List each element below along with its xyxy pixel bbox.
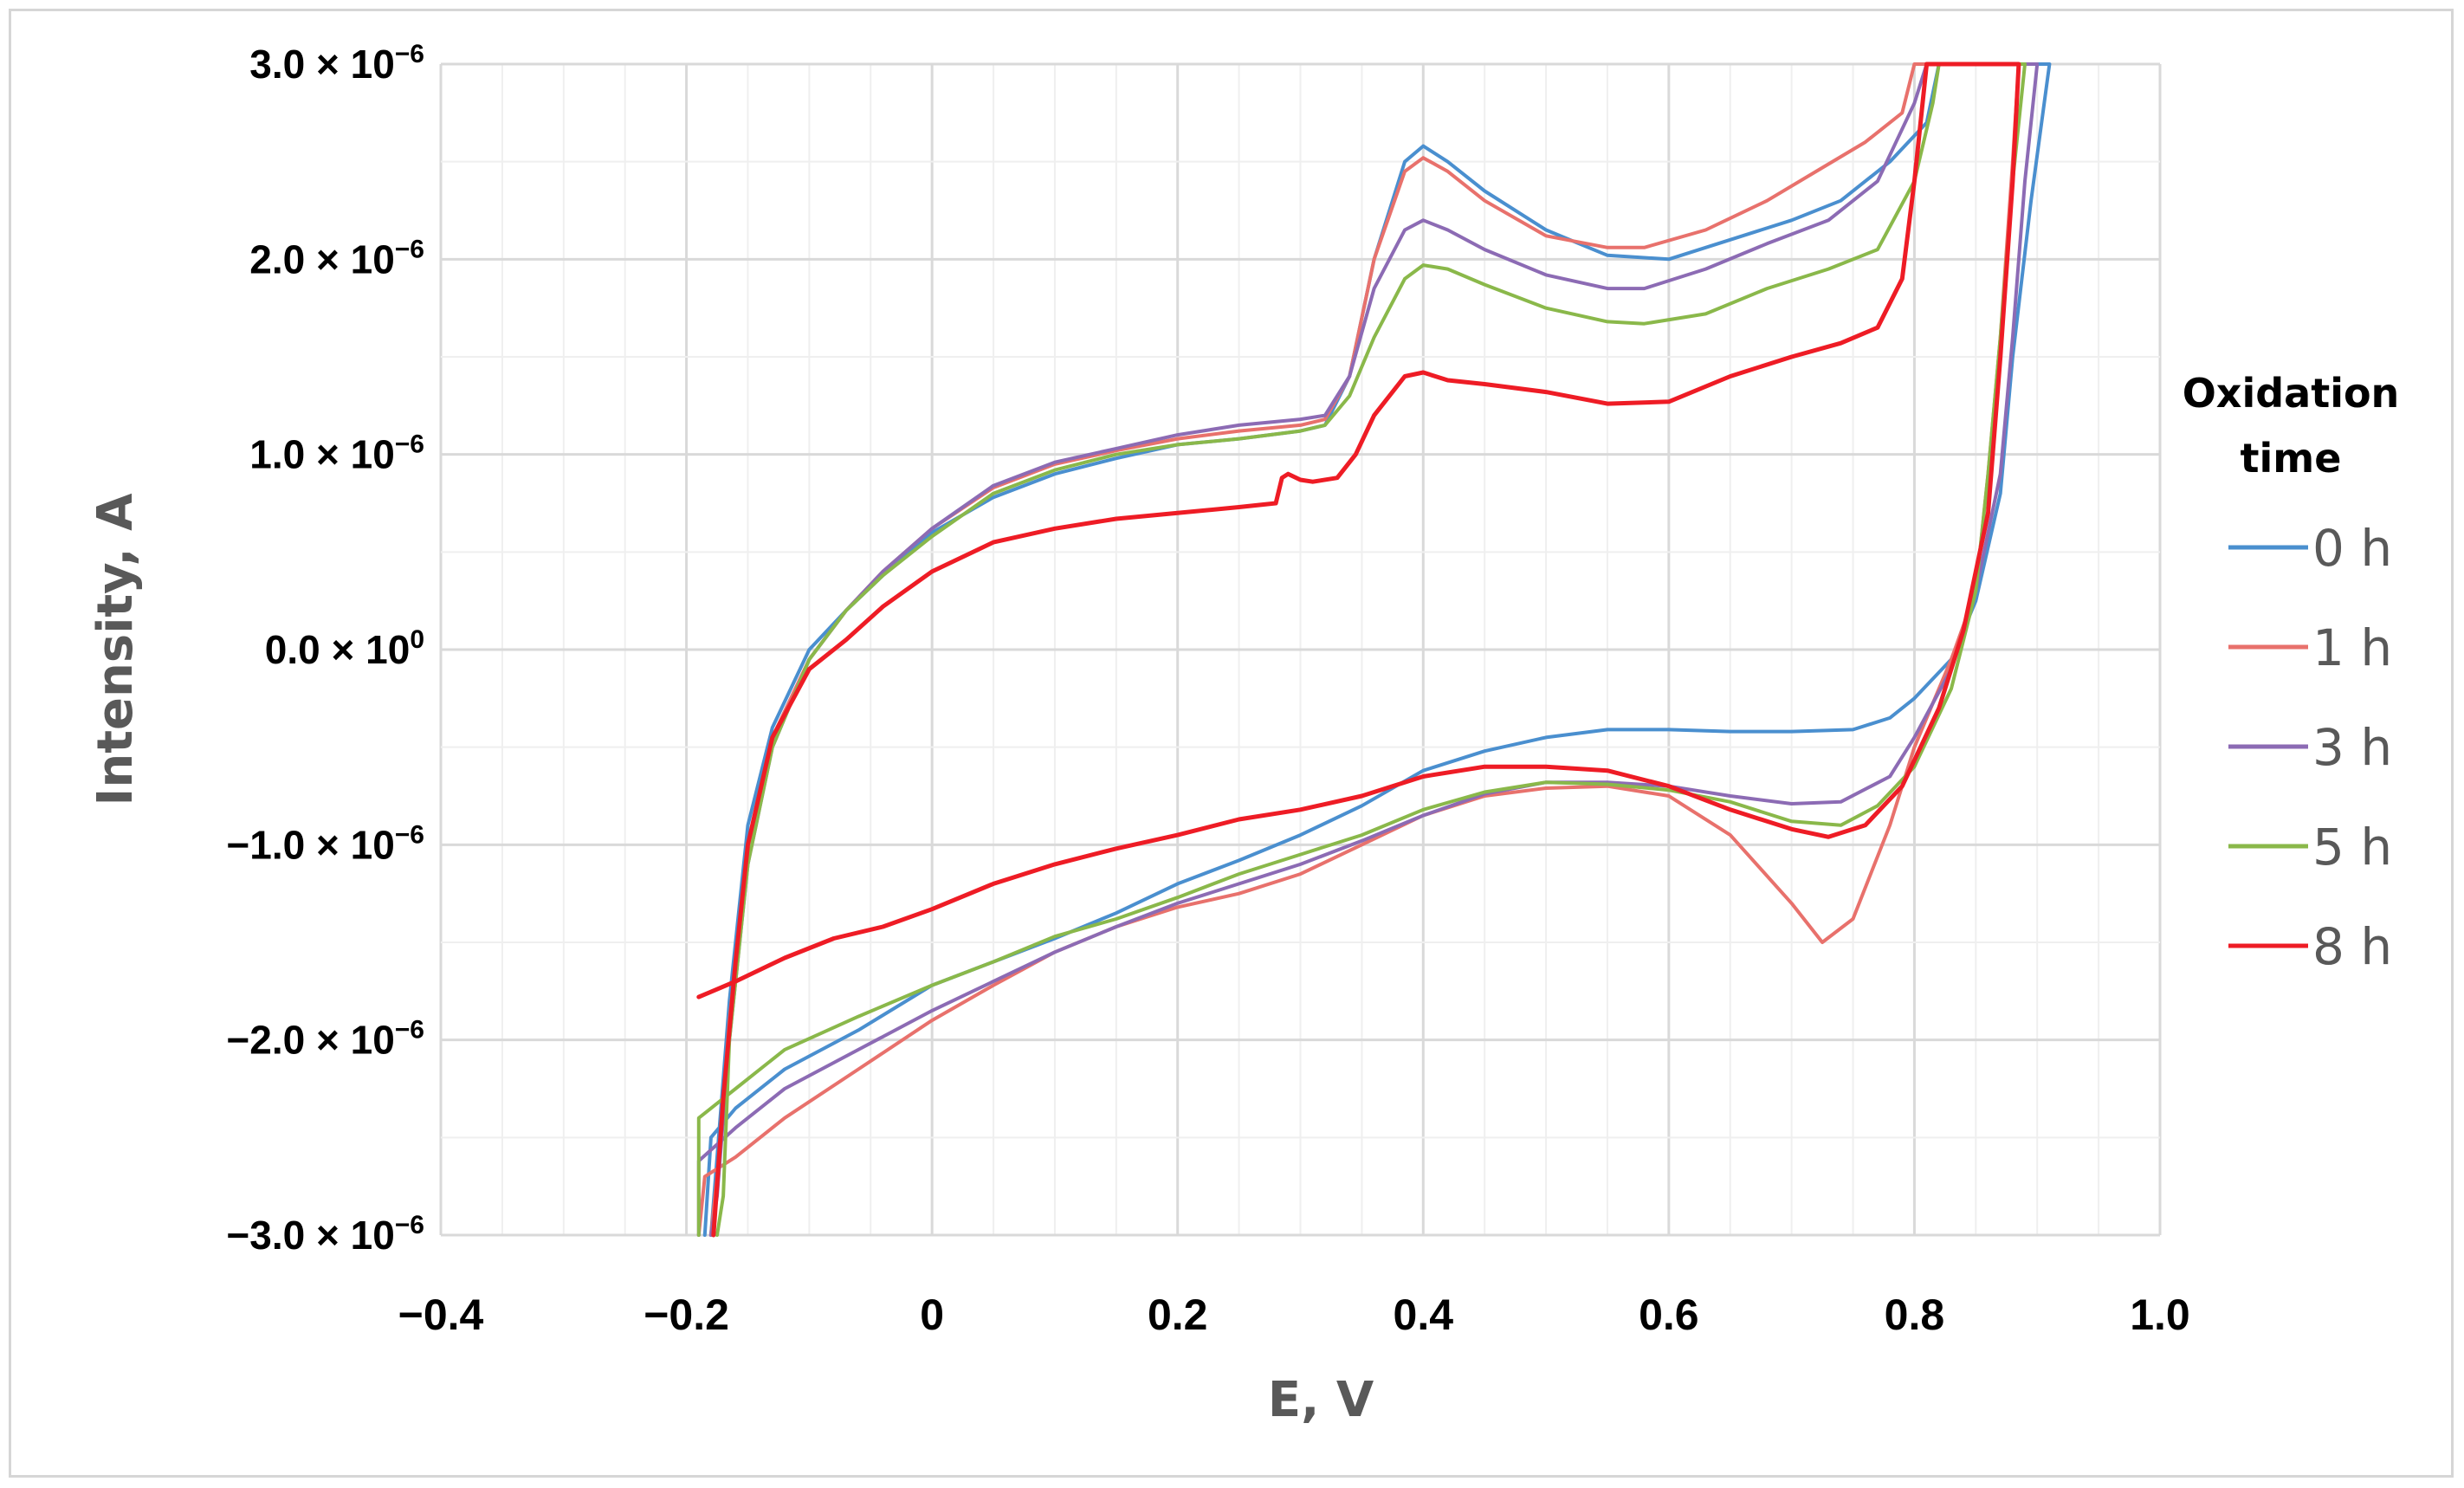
y-tick-label: 1.0 × 10−6 [249,430,424,477]
legend-label-3h: 3 h [2312,718,2392,777]
x-tick-label: 0.8 [1885,1291,1945,1339]
x-tick-label: 0.4 [1394,1291,1454,1339]
legend-label-1h: 1 h [2312,618,2392,677]
y-tick-label: 3.0 × 10−6 [249,40,424,87]
chart-frame [9,9,2454,1478]
y-tick-label: −2.0 × 10−6 [226,1016,424,1063]
legend-title-line-2: time [2241,435,2342,482]
x-tick-label: −0.2 [643,1291,729,1339]
series-line-3h [696,62,2040,1237]
x-tick-labels: −0.4 −0.2 0 0.2 0.4 0.6 0.8 1.0 [398,1291,2190,1339]
grid [439,62,2162,1237]
x-tick-label: 0.2 [1148,1291,1208,1339]
legend-title-line-1: Oxidation [2183,370,2400,417]
y-tick-labels: 3.0 × 10−6 2.0 × 10−6 1.0 × 10−6 0.0 × 100 −… [226,40,424,1258]
series-line-5h [696,62,2027,1237]
y-tick-label: −1.0 × 10−6 [226,820,424,867]
legend: Oxidation time 0 h 1 h 3 h 5 h 8 h [2183,370,2400,976]
x-tick-label: −0.4 [398,1291,484,1339]
legend-label-0h: 0 h [2312,519,2392,578]
x-tick-label: 1.0 [2130,1291,2190,1339]
y-tick-label: 0.0 × 100 [265,625,424,672]
y-tick-label: −3.0 × 10−6 [226,1211,424,1258]
x-tick-label: 0 [920,1291,944,1339]
x-axis-label: E, V [1268,1372,1374,1428]
legend-label-8h: 8 h [2312,917,2392,976]
legend-label-5h: 5 h [2312,818,2392,877]
series-line-8h [696,61,2021,1238]
x-tick-label: 0.6 [1639,1291,1699,1339]
y-tick-label: 2.0 × 10−6 [249,235,424,281]
series-line-1h [696,62,2021,1237]
series-group [696,61,2052,1238]
y-axis-label: Intensity, A [87,493,144,806]
